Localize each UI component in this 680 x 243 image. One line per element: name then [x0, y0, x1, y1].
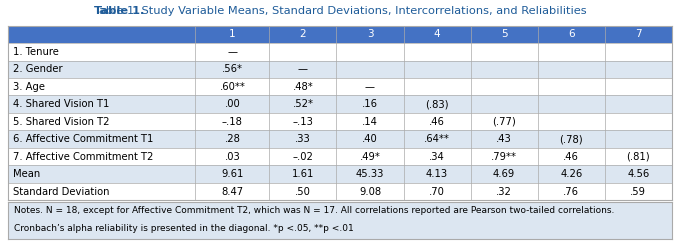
Text: 4.69: 4.69 [493, 169, 515, 179]
Text: 7. Affective Commitment T2: 7. Affective Commitment T2 [13, 152, 153, 162]
Text: Notes. N = 18, except for Affective Commitment T2, which was N = 17. All correla: Notes. N = 18, except for Affective Comm… [14, 206, 614, 215]
Text: 9.08: 9.08 [359, 187, 381, 197]
Text: .46: .46 [429, 117, 445, 127]
Bar [8, 95, 672, 113]
Text: –.13: –.13 [292, 117, 313, 127]
Text: .33: .33 [295, 134, 311, 144]
Text: .64**: .64** [424, 134, 450, 144]
Text: .43: .43 [496, 134, 512, 144]
Text: (.77): (.77) [492, 117, 516, 127]
Text: .00: .00 [224, 99, 240, 109]
Text: 45.33: 45.33 [356, 169, 384, 179]
Text: .14: .14 [362, 117, 378, 127]
Text: 6. Affective Commitment T1: 6. Affective Commitment T1 [13, 134, 153, 144]
Text: 4.13: 4.13 [426, 169, 448, 179]
Text: Cronbach’s alpha reliability is presented in the diagonal. *p <.05, **p <.01: Cronbach’s alpha reliability is presente… [14, 224, 354, 233]
Text: .60**: .60** [220, 82, 245, 92]
Text: —: — [365, 82, 375, 92]
Bar [8, 113, 672, 130]
Bar [8, 43, 672, 61]
Text: 1: 1 [229, 29, 236, 39]
Text: 5: 5 [501, 29, 507, 39]
Text: Mean: Mean [13, 169, 40, 179]
Text: 6: 6 [568, 29, 575, 39]
Text: (.78): (.78) [560, 134, 583, 144]
Bar [8, 130, 672, 148]
Text: Table 1. Study Variable Means, Standard Deviations, Intercorrelations, and Relia: Table 1. Study Variable Means, Standard … [94, 6, 586, 16]
Text: 8.47: 8.47 [221, 187, 243, 197]
Bar [8, 202, 672, 239]
Text: Table 1.: Table 1. [94, 6, 144, 16]
Bar [8, 183, 672, 200]
Text: 4.56: 4.56 [627, 169, 649, 179]
Text: .52*: .52* [292, 99, 313, 109]
Text: (.81): (.81) [626, 152, 650, 162]
Text: (.83): (.83) [425, 99, 449, 109]
Text: 3. Age: 3. Age [13, 82, 45, 92]
Text: —: — [227, 47, 237, 57]
Text: Standard Deviation: Standard Deviation [13, 187, 109, 197]
Text: .34: .34 [429, 152, 445, 162]
Text: .16: .16 [362, 99, 378, 109]
Text: .03: .03 [224, 152, 240, 162]
Text: 9.61: 9.61 [221, 169, 243, 179]
Text: 2. Gender: 2. Gender [13, 64, 63, 74]
Bar [8, 78, 672, 95]
Text: .76: .76 [563, 187, 579, 197]
Text: .49*: .49* [360, 152, 380, 162]
Text: .50: .50 [295, 187, 311, 197]
Text: .70: .70 [429, 187, 445, 197]
Text: .56*: .56* [222, 64, 243, 74]
Text: 4: 4 [434, 29, 441, 39]
Bar [8, 61, 672, 78]
Text: .79**: .79** [491, 152, 517, 162]
Text: –.18: –.18 [222, 117, 243, 127]
Text: 2: 2 [300, 29, 306, 39]
Text: 3: 3 [367, 29, 373, 39]
Bar [8, 148, 672, 165]
Text: .59: .59 [630, 187, 646, 197]
Bar [8, 165, 672, 183]
Text: .28: .28 [224, 134, 240, 144]
Text: 1. Tenure: 1. Tenure [13, 47, 58, 57]
Text: .40: .40 [362, 134, 378, 144]
Text: 4. Shared Vision T1: 4. Shared Vision T1 [13, 99, 109, 109]
Text: 7: 7 [635, 29, 642, 39]
Text: .48*: .48* [292, 82, 313, 92]
Text: 4.26: 4.26 [560, 169, 582, 179]
Text: 1.61: 1.61 [292, 169, 314, 179]
Bar [8, 26, 672, 43]
Text: –.02: –.02 [292, 152, 313, 162]
Text: 5. Shared Vision T2: 5. Shared Vision T2 [13, 117, 109, 127]
Text: .46: .46 [563, 152, 579, 162]
Text: Table 1. Study Variable Means, Standard Deviations, Intercorrelations, and Relia: Table 1. Study Variable Means, Standard … [94, 6, 586, 16]
Text: .32: .32 [496, 187, 512, 197]
Text: —: — [298, 64, 308, 74]
